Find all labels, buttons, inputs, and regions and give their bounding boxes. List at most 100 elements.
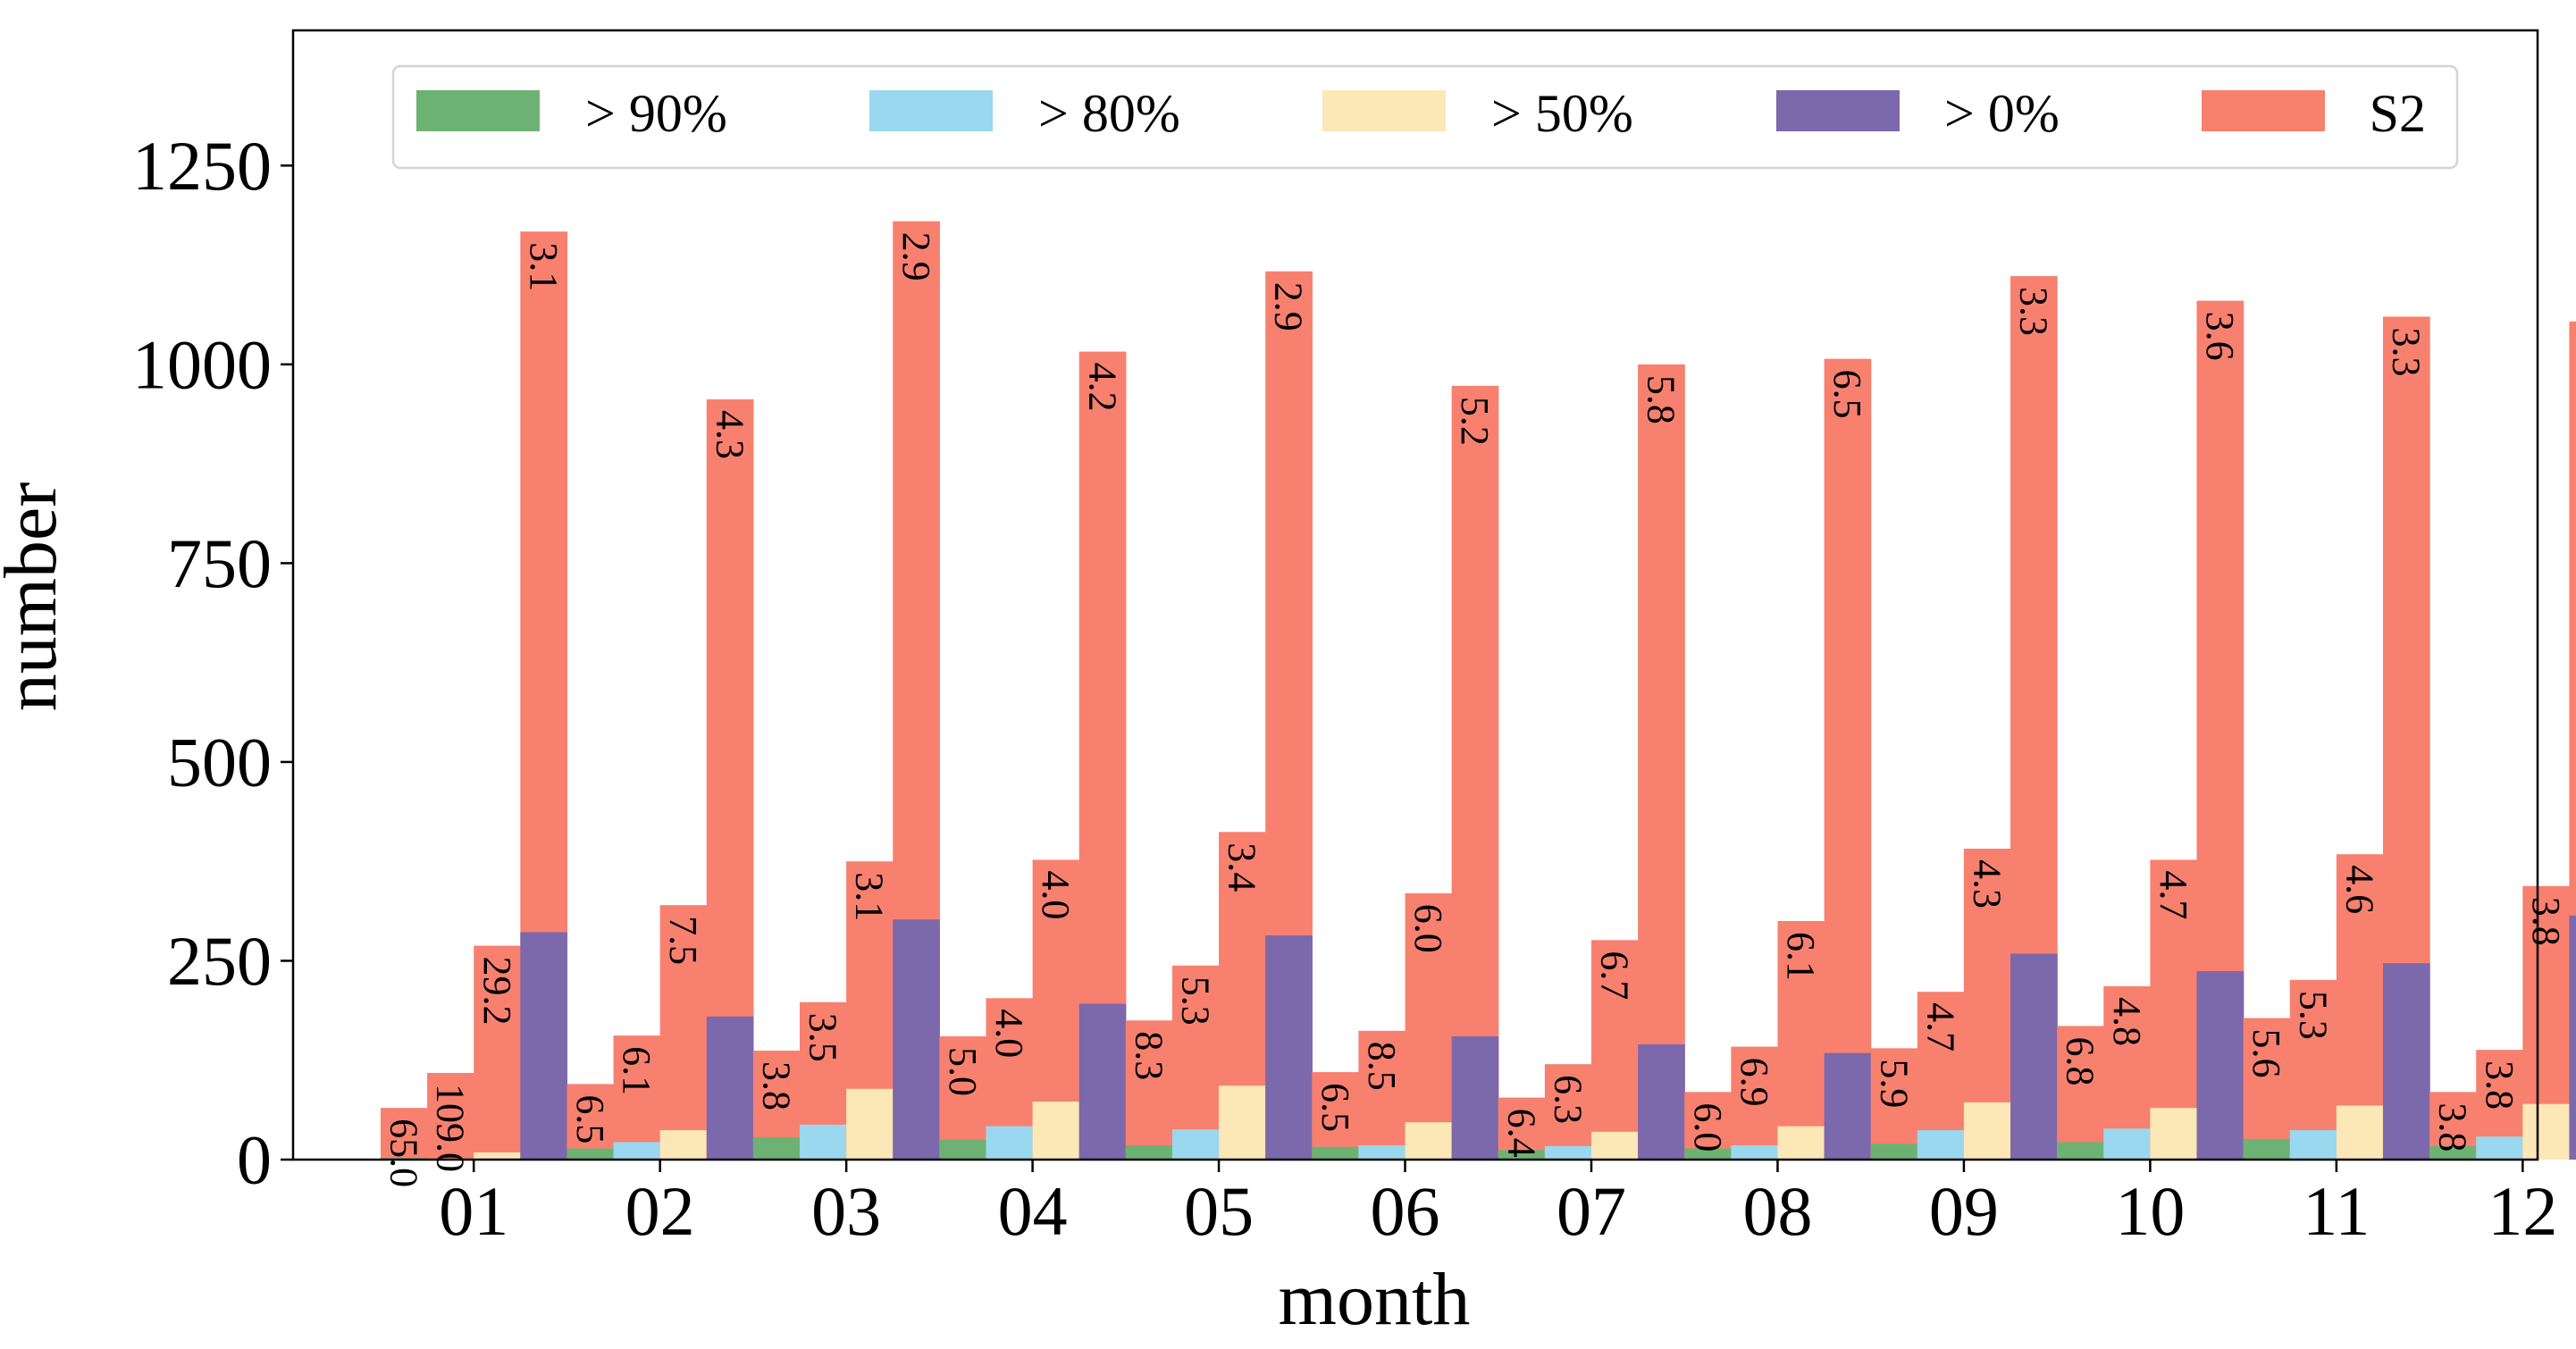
series-bar bbox=[752, 1137, 801, 1160]
data-label: 5.2 bbox=[1453, 397, 1497, 446]
series-bar bbox=[1171, 1129, 1220, 1160]
series-bar bbox=[1544, 1145, 1592, 1160]
series-bar bbox=[2243, 1138, 2291, 1160]
series-bar bbox=[800, 1124, 847, 1160]
series-bar bbox=[1078, 1003, 1127, 1160]
data-label: 4.8 bbox=[2105, 997, 2149, 1046]
x-tick-label: 05 bbox=[1184, 1172, 1254, 1250]
data-label: 3.5 bbox=[801, 1013, 845, 1062]
series-bar bbox=[1358, 1144, 1406, 1160]
data-label: 4.0 bbox=[1034, 870, 1078, 919]
series-bar bbox=[2196, 971, 2245, 1160]
s2-bar bbox=[659, 905, 708, 1160]
y-tick-label: 500 bbox=[167, 723, 272, 800]
data-label: 8.3 bbox=[1127, 1031, 1171, 1080]
data-label: 4.2 bbox=[1080, 363, 1124, 412]
data-label: 3.8 bbox=[2431, 1102, 2475, 1152]
y-tick-label: 0 bbox=[237, 1121, 272, 1199]
s2-bar bbox=[1544, 1064, 1592, 1160]
legend: > 90% > 80% > 50% > 0% S2 bbox=[391, 64, 2459, 170]
s2-bar bbox=[939, 1036, 987, 1160]
s2-bar bbox=[1684, 1092, 1732, 1160]
s2-bar bbox=[1405, 892, 1453, 1160]
y-tick-label: 1250 bbox=[132, 127, 272, 205]
series-bar bbox=[1731, 1144, 1779, 1160]
data-label: 6.8 bbox=[2059, 1036, 2102, 1085]
x-tick-label: 07 bbox=[1557, 1172, 1626, 1250]
series-bar bbox=[2336, 1105, 2384, 1160]
series-bar bbox=[1917, 1130, 1965, 1160]
data-label: 6.1 bbox=[615, 1046, 659, 1095]
x-axis: 01 02 03 04 05 06 07 08 09 10 11 12 bbox=[439, 1160, 2557, 1250]
legend-swatch bbox=[1322, 90, 1446, 131]
series-bar bbox=[1824, 1052, 1872, 1160]
data-label: 8.5 bbox=[1360, 1042, 1404, 1091]
s2-bar bbox=[1312, 1072, 1360, 1160]
s2-bar bbox=[1777, 920, 1825, 1160]
series-bar bbox=[893, 919, 940, 1160]
series-bar bbox=[1590, 1131, 1639, 1160]
series-bar bbox=[659, 1130, 708, 1160]
series-bar bbox=[613, 1142, 661, 1160]
series-bar bbox=[2103, 1128, 2151, 1160]
data-label: 5.8 bbox=[1640, 375, 1683, 424]
data-label: 6.7 bbox=[1593, 951, 1637, 1000]
x-tick-label: 06 bbox=[1371, 1172, 1440, 1250]
series-bar bbox=[1870, 1144, 1918, 1160]
data-label: 109.0 bbox=[429, 1084, 473, 1172]
s2-bar bbox=[1125, 1020, 1173, 1160]
series-bar bbox=[846, 1088, 894, 1160]
series-bar bbox=[2289, 1130, 2337, 1160]
data-label: 4.3 bbox=[1965, 859, 2009, 909]
legend-swatch bbox=[2202, 90, 2325, 131]
data-label: 6.0 bbox=[1686, 1102, 1730, 1152]
s2-bar bbox=[1451, 385, 1499, 1160]
x-tick-label: 03 bbox=[811, 1172, 881, 1250]
data-label: 6.1 bbox=[1779, 932, 1823, 981]
data-label: 3.1 bbox=[848, 872, 892, 921]
data-label: 4.0 bbox=[987, 1009, 1031, 1058]
plot-frame bbox=[291, 29, 2539, 1161]
data-label: 4.7 bbox=[2152, 870, 2195, 919]
x-tick-label: 10 bbox=[2115, 1172, 2185, 1250]
series-bar bbox=[2150, 1108, 2198, 1160]
s2-bar bbox=[2243, 1018, 2291, 1160]
data-label: 6.0 bbox=[1406, 904, 1450, 953]
data-label: 3.8 bbox=[2524, 897, 2568, 946]
series-bar bbox=[1312, 1146, 1360, 1160]
series-bar bbox=[706, 1016, 754, 1160]
series-bar bbox=[2382, 963, 2430, 1160]
y-tick-label: 750 bbox=[167, 524, 272, 602]
x-tick-label: 08 bbox=[1742, 1172, 1812, 1250]
s2-bar bbox=[1731, 1046, 1779, 1160]
data-label: 6.9 bbox=[1733, 1058, 1776, 1107]
series-bar bbox=[1405, 1122, 1453, 1160]
series-bar bbox=[2476, 1136, 2523, 1160]
s2-bar bbox=[1870, 1048, 1918, 1160]
y-tick-label: 1000 bbox=[132, 325, 272, 403]
data-label: 2.9 bbox=[1267, 282, 1311, 331]
series-bar bbox=[1684, 1148, 1732, 1160]
series-bar bbox=[1265, 934, 1313, 1160]
s2-bar bbox=[2057, 1026, 2104, 1160]
data-label: 4.7 bbox=[1918, 1002, 1962, 1052]
s2-bar bbox=[427, 1072, 474, 1160]
data-label: 4.6 bbox=[2337, 865, 2381, 914]
s2-bar bbox=[566, 1084, 615, 1160]
data-label: 2.4 bbox=[2571, 332, 2576, 381]
series-bar bbox=[2010, 953, 2058, 1160]
s2-bar bbox=[1638, 364, 1685, 1160]
data-label: 7.5 bbox=[661, 916, 705, 965]
data-label: 3.8 bbox=[754, 1061, 798, 1110]
data-label: 5.3 bbox=[1174, 976, 1218, 1026]
y-axis-label: number bbox=[0, 482, 72, 712]
legend-swatch bbox=[1776, 90, 1900, 131]
series-bar bbox=[2429, 1145, 2477, 1160]
x-axis-label: month bbox=[1279, 1258, 1471, 1341]
s2-bar bbox=[1498, 1097, 1546, 1160]
x-tick-label: 01 bbox=[439, 1172, 508, 1250]
series-bar bbox=[1777, 1126, 1825, 1160]
s2-bar bbox=[1171, 965, 1220, 1160]
data-label: 5.9 bbox=[1872, 1059, 1916, 1108]
legend-label: > 90% bbox=[585, 84, 727, 143]
